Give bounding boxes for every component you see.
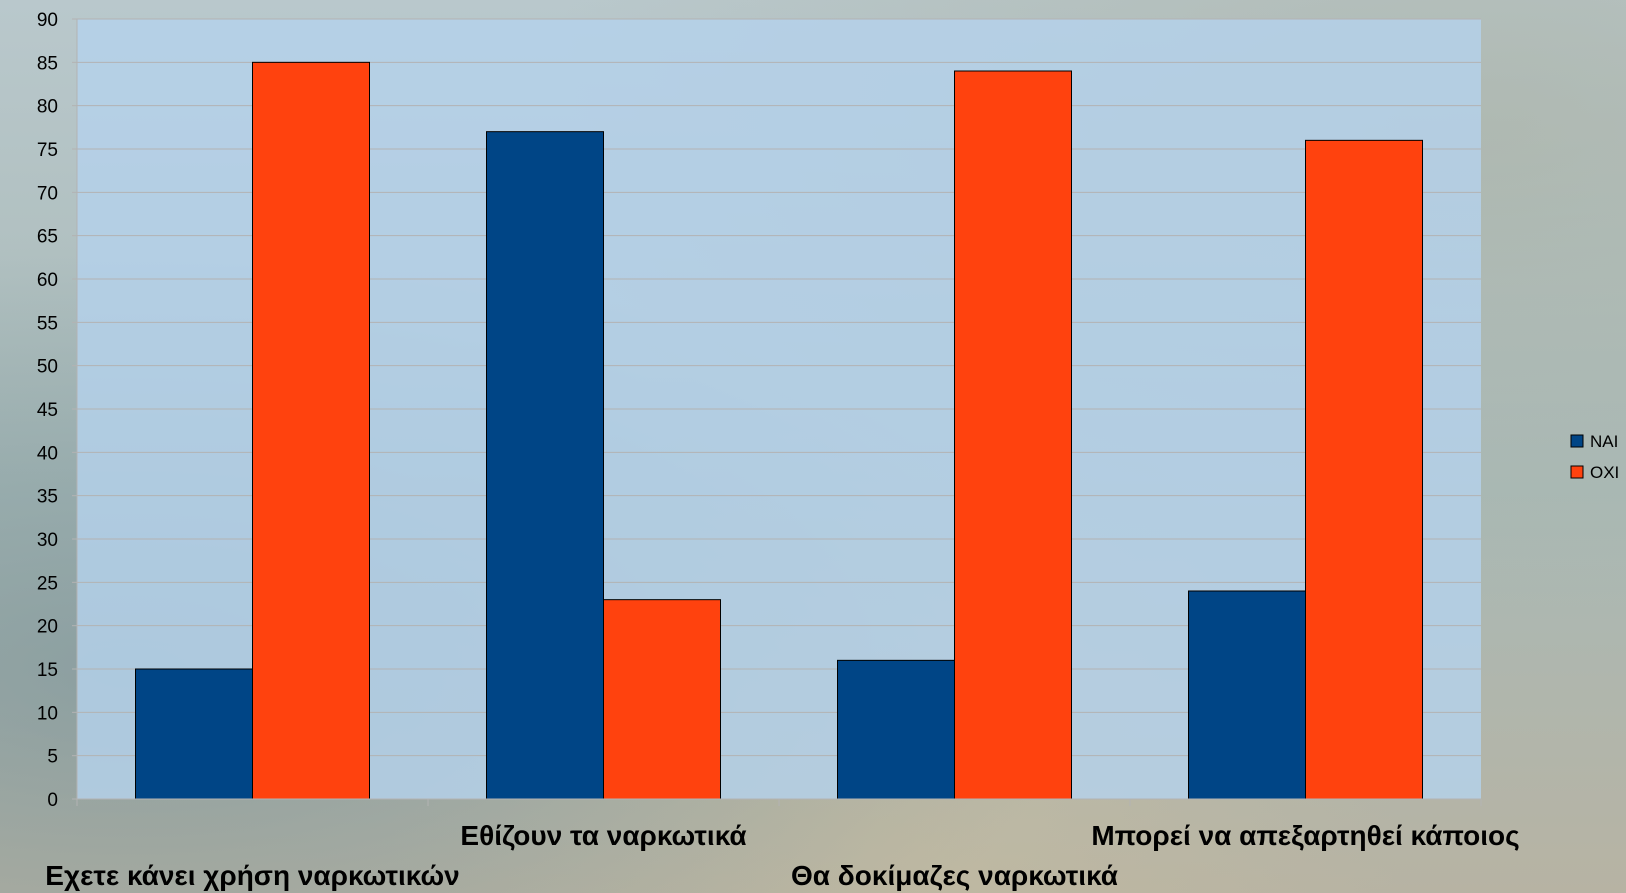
legend-label: ΝΑΙ [1590, 432, 1618, 451]
x-category-label: Εχετε κάνει χρήση ναρκωτικών [45, 860, 459, 891]
y-tick-label: 70 [37, 183, 58, 204]
legend-label: ΟΧΙ [1590, 463, 1619, 482]
y-tick-label: 90 [37, 10, 58, 31]
y-tick-label: 25 [37, 573, 58, 594]
y-tick-label: 0 [47, 790, 58, 811]
y-tick-label: 80 [37, 97, 58, 118]
legend: ΝΑΙ ΟΧΙ [1570, 432, 1619, 482]
x-category-label: Θα δοκίμαζες ναρκωτικά [791, 860, 1118, 891]
x-category-label: Μπορεί να απεξαρτηθεί κάποιος [1091, 820, 1519, 851]
y-tick-label: 30 [37, 530, 58, 551]
y-tick-label: 55 [37, 313, 58, 334]
y-tick-label: 10 [37, 703, 58, 724]
y-tick-label: 15 [37, 660, 58, 681]
y-tick-label: 60 [37, 270, 58, 291]
y-tick-label: 40 [37, 443, 58, 464]
y-tick-label: 50 [37, 357, 58, 378]
x-category-label: Εθίζουν τα ναρκωτικά [460, 820, 746, 851]
bar-oxi-1 [252, 61, 370, 800]
y-tick-label: 5 [47, 747, 58, 768]
bar-oxi-3 [954, 70, 1072, 800]
y-tick-label: 35 [37, 487, 58, 508]
y-axis-ticks: 0 5 10 15 20 25 30 35 40 45 50 55 60 65 70 75 80 85 90 [37, 10, 77, 811]
y-tick-label: 85 [37, 53, 58, 74]
bars [135, 61, 1423, 800]
legend-swatch [1570, 465, 1584, 479]
y-tick-label: 75 [37, 140, 58, 161]
bar-nai-4 [1188, 590, 1306, 800]
bar-nai-2 [486, 131, 604, 800]
legend-swatch [1570, 434, 1584, 448]
bar-nai-3 [837, 659, 955, 800]
bar-oxi-4 [1305, 139, 1423, 800]
y-tick-label: 45 [37, 400, 58, 421]
bar-oxi-2 [603, 599, 721, 800]
y-tick-label: 65 [37, 227, 58, 248]
y-tick-label: 20 [37, 617, 58, 638]
bar-nai-1 [135, 668, 253, 800]
